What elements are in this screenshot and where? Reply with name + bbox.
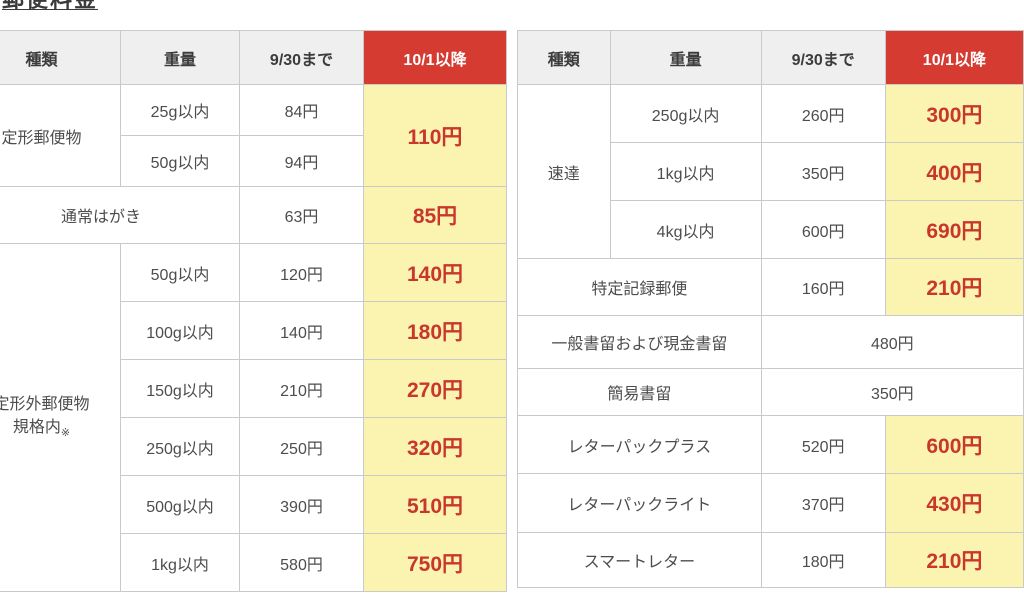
- type-sub-line: 規格内※: [0, 416, 120, 442]
- cell-type: 定形外郵便物 規格内※: [0, 243, 121, 592]
- table-row: スマートレター 180円 210円: [517, 532, 1024, 588]
- table-row: 一般書留および現金書留 480円: [517, 315, 1024, 369]
- header-after: 10/1以降: [363, 30, 507, 85]
- cell-weight: 50g以内: [120, 135, 240, 187]
- cell-new-price: 750円: [363, 533, 507, 592]
- left-price-table: 種類 重量 9/30まで 10/1以降 定形郵便物 25g以内 84円 110円…: [0, 30, 507, 592]
- table-row: レターパックライト 370円 430円: [517, 473, 1024, 533]
- cell-flat-price: 480円: [760, 315, 1024, 369]
- cell-type: 通常はがき: [0, 186, 240, 244]
- type-sub-text: 規格内: [12, 419, 61, 437]
- cell-new-price: 430円: [884, 473, 1024, 533]
- header-type: 種類: [0, 30, 121, 85]
- table-row: 50g以内 94円: [0, 135, 507, 187]
- cell-weight: 500g以内: [120, 475, 240, 534]
- cell-weight: 100g以内: [120, 301, 240, 360]
- cell-new-price: 690円: [884, 200, 1024, 259]
- cell-flat-price: 350円: [760, 368, 1024, 416]
- cell-new-price: 600円: [884, 415, 1024, 474]
- cell-old-price: 390円: [239, 475, 364, 534]
- table-row: 通常はがき 63円 85円: [0, 186, 507, 244]
- cell-old-price: 350円: [760, 142, 886, 201]
- table-row: 定形外郵便物 規格内※ 50g以内 120円 140円: [0, 243, 507, 592]
- cell-new-price: 180円: [363, 301, 507, 360]
- cell-weight: 1kg以内: [120, 533, 240, 592]
- table-row: 4kg以内 600円 690円: [518, 200, 1024, 259]
- cell-old-price: 600円: [760, 200, 886, 259]
- cell-weight: 250g以内: [609, 84, 762, 143]
- cell-new-price: 110円: [363, 84, 507, 187]
- header-weight: 重量: [120, 30, 240, 85]
- cell-new-price: 140円: [363, 243, 507, 302]
- cell-old-price: 120円: [239, 243, 364, 302]
- table-row: 特定記録郵便 160円 210円: [517, 258, 1024, 316]
- table-row: レターパックプラス 520円 600円: [517, 415, 1024, 474]
- cell-type: レターパックプラス: [517, 415, 762, 474]
- cell-old-price: 160円: [760, 258, 886, 316]
- table-row: 150g以内 210円 270円: [0, 359, 507, 418]
- cell-old-price: 180円: [760, 532, 886, 588]
- page-title-clipped: 郵便料金: [2, 0, 322, 10]
- header-weight: 重量: [609, 30, 762, 85]
- header-after: 10/1以降: [884, 30, 1024, 85]
- cell-old-price: 580円: [239, 533, 364, 592]
- cell-weight: 150g以内: [120, 359, 240, 418]
- right-price-table: 種類 重量 9/30まで 10/1以降 速達 250g以内 260円 300円 …: [517, 30, 1024, 588]
- cell-old-price: 370円: [760, 473, 886, 533]
- cell-type: レターパックライト: [517, 473, 762, 533]
- cell-old-price: 210円: [239, 359, 364, 418]
- header-until: 9/30まで: [760, 30, 886, 85]
- cell-type: 特定記録郵便: [517, 258, 762, 316]
- cell-new-price: 85円: [363, 186, 507, 244]
- cell-weight: 1kg以内: [609, 142, 762, 201]
- cell-old-price: 63円: [239, 186, 364, 244]
- cell-weight: 4kg以内: [609, 200, 762, 259]
- header-until: 9/30まで: [239, 30, 364, 85]
- cell-new-price: 510円: [363, 475, 507, 534]
- table-header-row: 種類 重量 9/30まで 10/1以降: [517, 30, 1024, 85]
- cell-weight: 250g以内: [120, 417, 240, 476]
- cell-old-price: 84円: [239, 84, 364, 136]
- cell-new-price: 400円: [884, 142, 1024, 201]
- cell-old-price: 260円: [760, 84, 886, 143]
- cell-weight: 25g以内: [120, 84, 240, 136]
- header-type: 種類: [517, 30, 611, 85]
- table-row: 250g以内 250円 320円: [0, 417, 507, 476]
- table-row: 100g以内 140円 180円: [0, 301, 507, 360]
- cell-new-price: 300円: [884, 84, 1024, 143]
- type-name-line: 定形外郵便物: [0, 395, 90, 413]
- cell-type: 定形郵便物: [0, 84, 121, 187]
- table-row: 定形郵便物 25g以内 84円 110円: [0, 84, 507, 187]
- cell-new-price: 210円: [884, 532, 1024, 588]
- cell-type: スマートレター: [517, 532, 762, 588]
- cell-type: 速達: [517, 84, 611, 259]
- table-row: 1kg以内 350円 400円: [518, 142, 1024, 201]
- cell-new-price: 210円: [884, 258, 1024, 316]
- cell-type: 一般書留および現金書留: [517, 315, 762, 369]
- table-header-row: 種類 重量 9/30まで 10/1以降: [0, 30, 507, 85]
- cell-old-price: 140円: [239, 301, 364, 360]
- table-row: 500g以内 390円 510円: [0, 475, 507, 534]
- page-title: 郵便料金: [2, 0, 322, 10]
- note-mark: ※: [60, 427, 71, 440]
- cell-new-price: 320円: [363, 417, 507, 476]
- table-row: 簡易書留 350円: [517, 368, 1024, 416]
- cell-old-price: 94円: [239, 135, 364, 187]
- cell-new-price: 270円: [363, 359, 507, 418]
- table-row: 1kg以内 580円 750円: [0, 533, 507, 592]
- table-row: 速達 250g以内 260円 300円: [517, 84, 1024, 259]
- cell-weight: 50g以内: [120, 243, 240, 302]
- cell-type: 簡易書留: [517, 368, 762, 416]
- cell-old-price: 520円: [760, 415, 886, 474]
- cell-old-price: 250円: [239, 417, 364, 476]
